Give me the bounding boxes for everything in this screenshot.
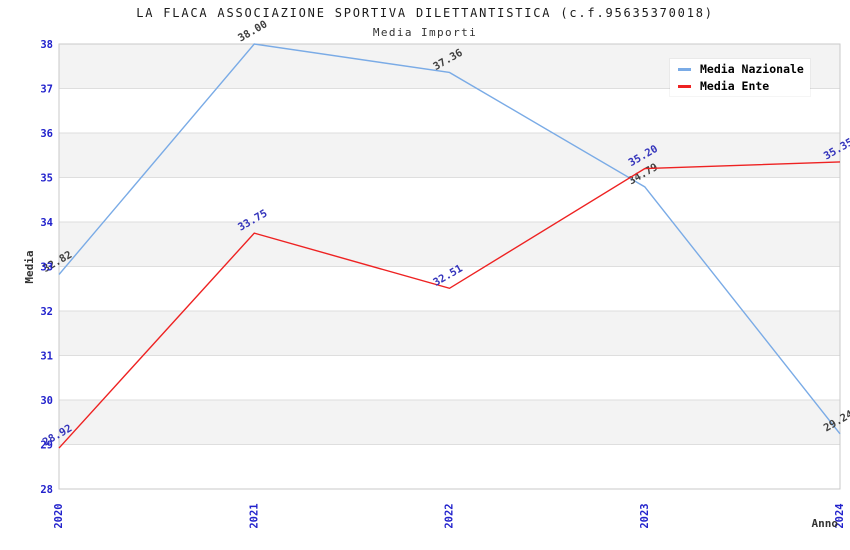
series-line-media-nazionale xyxy=(58,43,841,435)
plot-band xyxy=(59,222,840,267)
y-tick-label: 30 xyxy=(40,395,53,407)
x-tick-label: 2024 xyxy=(834,503,846,528)
y-tick-label: 33 xyxy=(40,262,53,274)
y-tick-label: 38 xyxy=(40,39,53,51)
legend: Media Nazionale Media Ente xyxy=(670,59,810,96)
legend-item-media-nazionale: Media Nazionale xyxy=(670,61,810,77)
y-tick-label: 28 xyxy=(40,484,53,496)
y-tick-label: 29 xyxy=(40,440,53,452)
plot-band xyxy=(59,311,840,356)
legend-item-media-ente: Media Ente xyxy=(670,78,810,94)
legend-swatch-media-nazionale xyxy=(678,67,691,71)
y-tick-label: 32 xyxy=(40,306,53,318)
series-line-media-ente xyxy=(58,161,841,449)
y-tick-label: 31 xyxy=(40,351,53,363)
chart-title: LA FLACA ASSOCIAZIONE SPORTIVA DILETTANT… xyxy=(136,6,714,20)
x-axis-title: Anno xyxy=(812,517,839,530)
plot-band xyxy=(59,400,840,445)
y-tick-label: 37 xyxy=(40,84,53,96)
x-tick-label: 2022 xyxy=(444,503,456,528)
plot-frame xyxy=(58,43,841,490)
data-label-media-nazionale: 38.00 xyxy=(236,18,269,44)
y-tick-label: 36 xyxy=(40,128,53,140)
x-tick-label: 2021 xyxy=(248,503,260,528)
plot-band xyxy=(59,133,840,178)
legend-label-media-nazionale: Media Nazionale xyxy=(700,62,804,76)
legend-swatch-media-ente xyxy=(678,84,691,88)
legend-label-media-ente: Media Ente xyxy=(700,79,770,93)
y-tick-label: 34 xyxy=(40,217,53,229)
x-tick-label: 2020 xyxy=(53,503,65,528)
x-tick-label: 2023 xyxy=(639,503,651,528)
y-tick-label: 35 xyxy=(40,173,53,185)
chart-subtitle: Media Importi xyxy=(372,26,478,39)
y-axis-title: Media xyxy=(23,250,36,283)
